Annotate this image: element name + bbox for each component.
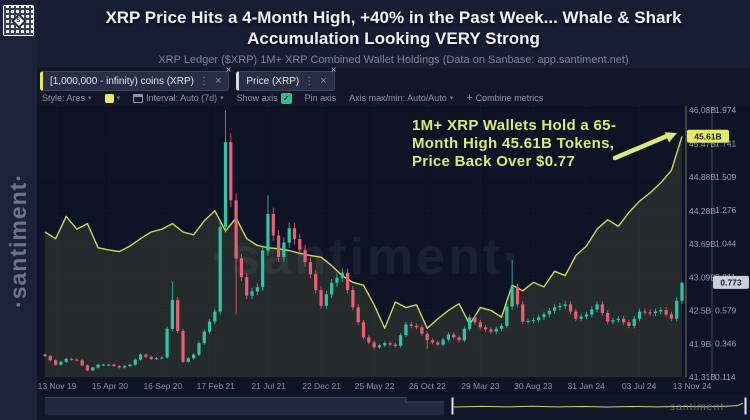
- svg-text:0.579: 0.579: [715, 305, 737, 315]
- svg-text:44.28B: 44.28B: [689, 206, 716, 216]
- svg-text:0.114: 0.114: [715, 372, 736, 382]
- close-icon[interactable]: ×: [320, 75, 327, 87]
- metric-chip-label: Price (XRP): [246, 75, 300, 87]
- svg-text:1.044: 1.044: [715, 239, 737, 249]
- svg-text:03 Jul 24: 03 Jul 24: [622, 381, 657, 391]
- svg-text:0.773: 0.773: [720, 277, 742, 287]
- svg-text:16 Sep 20: 16 Sep 20: [143, 381, 182, 391]
- brand-vertical: ·santiment·: [0, 128, 37, 352]
- svg-text:29 Mar 23: 29 Mar 23: [461, 381, 500, 391]
- chart-navigator[interactable]: ·santiment·: [37, 394, 750, 420]
- svg-text:26 Oct 22: 26 Oct 22: [409, 381, 446, 391]
- main-chart[interactable]: ·santiment·46.08B45.47B44.88B44.28B43.69…: [37, 106, 750, 394]
- chevron-down-icon: ▾: [449, 95, 454, 102]
- kebab-menu-icon[interactable]: ⋮: [198, 75, 209, 87]
- svg-text:13 Nov 19: 13 Nov 19: [38, 381, 77, 391]
- interval-selector[interactable]: Interval: Auto (7d) ▾: [133, 93, 224, 103]
- svg-text:43.69B: 43.69B: [689, 239, 716, 249]
- svg-text:46.08B: 46.08B: [689, 106, 716, 115]
- svg-text:1M+ XRP Wallets Hold a 65-: 1M+ XRP Wallets Hold a 65-: [412, 117, 616, 134]
- svg-text:·santiment·: ·santiment·: [665, 401, 729, 413]
- style-selector[interactable]: Style: Ares ▾: [42, 93, 92, 103]
- svg-text:Price Back Over $0.77: Price Back Over $0.77: [412, 153, 575, 170]
- svg-text:45.61B: 45.61B: [694, 131, 721, 141]
- svg-text:45.47B: 45.47B: [689, 139, 716, 149]
- axis-minmax-selector[interactable]: Axis max/min: Auto/Auto ▾: [349, 93, 454, 103]
- metric-chips-row: [1,000,000 - infinity) coins (XRP) ⋮ × ×…: [40, 65, 337, 91]
- svg-text:15 Apr 20: 15 Apr 20: [92, 381, 129, 391]
- svg-text:30 Aug 23: 30 Aug 23: [514, 381, 553, 391]
- kebab-menu-icon[interactable]: ⋮: [304, 75, 315, 87]
- svg-text:0.346: 0.346: [715, 339, 737, 349]
- svg-text:Month High 45.61B Tokens,: Month High 45.61B Tokens,: [412, 135, 614, 152]
- plus-icon: +: [466, 92, 473, 104]
- svg-text:13 Nov 24: 13 Nov 24: [673, 381, 712, 391]
- color-swatch: [104, 93, 114, 103]
- chip-corner-close-icon[interactable]: ×: [330, 65, 337, 76]
- svg-text:41.9B: 41.9B: [689, 339, 712, 349]
- chart-subtitle: XRP Ledger ($XRP) 1M+ XRP Combined Walle…: [158, 54, 629, 66]
- chevron-down-icon: ▾: [88, 95, 92, 102]
- sidebar: S ·santiment·: [0, 0, 37, 420]
- svg-text:1.276: 1.276: [715, 205, 737, 215]
- svg-text:44.88B: 44.88B: [689, 172, 716, 182]
- calendar-icon: [133, 93, 144, 103]
- metric-chip-price[interactable]: Price (XRP) ⋮ × ×: [236, 65, 337, 91]
- svg-text:17 Feb 21: 17 Feb 21: [197, 381, 236, 391]
- svg-text:41.31B: 41.31B: [689, 372, 716, 382]
- svg-text:1.509: 1.509: [715, 172, 737, 182]
- brand-text: ·santiment·: [5, 172, 31, 308]
- svg-text:21 Jul 21: 21 Jul 21: [251, 381, 286, 391]
- combine-metrics-button[interactable]: + Combine metrics: [466, 92, 544, 104]
- svg-text:25 May 22: 25 May 22: [355, 381, 395, 391]
- chip-corner-close-icon[interactable]: ×: [225, 65, 232, 76]
- header: XRP Price Hits a 4-Month High, +40% in t…: [37, 0, 750, 66]
- svg-text:43.09B: 43.09B: [689, 272, 716, 282]
- page-title-line2: Accumulation Looking VERY Strong: [247, 29, 540, 48]
- checkbox-checked-icon[interactable]: ✓: [280, 92, 292, 104]
- metric-chip-holdings[interactable]: [1,000,000 - infinity) coins (XRP) ⋮ × ×: [40, 65, 231, 91]
- svg-text:1.741: 1.741: [715, 138, 737, 148]
- color-swatch-selector[interactable]: ▾: [104, 93, 121, 103]
- svg-text:22 Dec 21: 22 Dec 21: [302, 381, 341, 391]
- metric-chip-label: [1,000,000 - infinity) coins (XRP): [50, 75, 194, 87]
- svg-text:42.5B: 42.5B: [689, 305, 712, 315]
- chart-toolbar: Style: Ares ▾ ▾ Interval: Auto (7d) ▾ Sh…: [42, 92, 543, 104]
- close-icon[interactable]: ×: [214, 75, 222, 87]
- chevron-down-icon: ▾: [220, 95, 224, 102]
- svg-text:1.974: 1.974: [715, 106, 737, 115]
- pin-axis-button[interactable]: Pin axis: [304, 93, 337, 103]
- chevron-down-icon: ▾: [116, 95, 121, 102]
- show-axis-toggle[interactable]: Show axis ✓: [237, 92, 292, 104]
- page-title-line1: XRP Price Hits a 4-Month High, +40% in t…: [105, 8, 682, 27]
- qr-code: S: [3, 5, 34, 36]
- svg-text:31 Jan 24: 31 Jan 24: [568, 381, 606, 391]
